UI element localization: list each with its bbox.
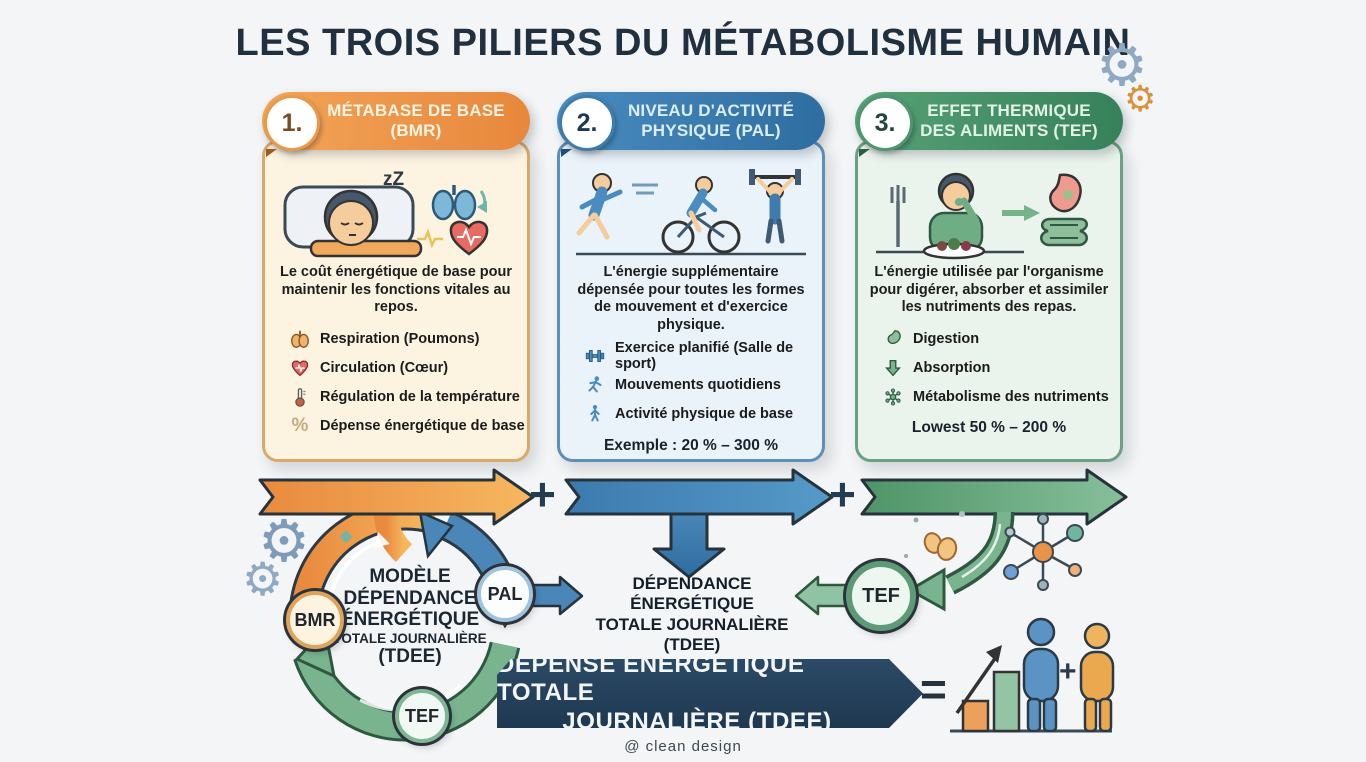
cycle-label-line: DÉPENDANCE [343, 587, 477, 609]
list-item: Respiration (Poumons) [289, 324, 527, 353]
tef-card-header: 3. EFFET THERMIQUE DES ALIMENTS (TEF) [855, 92, 1123, 157]
pal-arrow [564, 468, 834, 526]
list-item-label: Activité physique de base [615, 406, 794, 423]
list-item-label: Absorption [913, 359, 991, 376]
pillar-number: 1. [281, 108, 303, 137]
pal-to-tdee-arrow [530, 575, 584, 616]
arrow-down-icon [882, 357, 904, 379]
cycle-model-label: MODÈLE DÉPENDANCE ÉNERGÉTIQUE TOTALE JOU… [322, 566, 498, 668]
gear-icon: ⚙ [1124, 79, 1157, 120]
pal-node: PAL [477, 566, 533, 622]
tef-title: EFFET THERMIQUE DES ALIMENTS (TEF) [920, 100, 1098, 140]
heart-icon [289, 357, 311, 379]
pillar-number: 3. [874, 108, 896, 137]
gear-icon: ⚙ [258, 507, 310, 575]
list-item-label: Digestion [913, 330, 980, 347]
cycle-label-line: (TDEE) [378, 646, 442, 668]
tdee-label-line: TOTALE JOURNALIÈRE [595, 614, 789, 634]
gear-icon: ⚙ [242, 552, 284, 606]
pillar-number-badge: 1. [264, 95, 320, 151]
zzz-text: zZ [383, 169, 405, 190]
list-item-label: Régulation de la température [320, 388, 520, 405]
pillar-number-badge: 2. [559, 95, 615, 151]
pal-down-arrow [652, 512, 726, 579]
tef-to-tdee-arrow [794, 575, 848, 616]
bmr-description: Le coût énergétique de base pour mainten… [279, 264, 513, 316]
banner-line: DÉPENSE ÉNERGÉTIQUE TOTALE [497, 651, 805, 707]
tef-arrow [860, 468, 1128, 526]
tef-branch-arrow [906, 511, 1015, 612]
plus-sign: + [1059, 655, 1077, 688]
dumbbell-icon [584, 345, 606, 367]
tef-range: Lowest 50 % – 200 % [911, 419, 1067, 437]
eating-digestion-illustration [876, 172, 1088, 260]
pillar-card-bmr: zZ Le coût énergétique de base pour main… [262, 92, 530, 464]
tef-node-right: TEF [846, 561, 916, 631]
page-title: LES TROIS PILIERS DU MÉTABOLISME HUMAIN [235, 22, 1131, 64]
bmr-arrow [258, 468, 535, 526]
pal-card-header: 2. NIVEAU D'ACTIVITÉ PHYSIQUE (PAL) [557, 92, 825, 157]
tdee-label: DÉPENDANCE ÉNERGÉTIQUE TOTALE JOURNALIÈR… [577, 574, 807, 656]
lungs-icon [289, 328, 311, 350]
pal-card-body: L'énergie supplémentaire dépensée pour t… [557, 140, 825, 462]
pillar-card-pal: L'énergie supplémentaire dépensée pour t… [557, 92, 825, 464]
walker-icon [584, 403, 606, 425]
list-item-label: Dépense énergétique de base [320, 417, 525, 434]
plus-sign: + [829, 468, 856, 520]
pillar-number: 2. [576, 108, 598, 137]
pal-title: NIVEAU D'ACTIVITÉ PHYSIQUE (PAL) [627, 100, 795, 140]
tdee-label-line: (TDEE) [663, 635, 721, 655]
bmr-node: BMR [286, 591, 344, 649]
list-item: Métabolisme des nutriments [882, 382, 1120, 411]
cycle-label-line: TOTALE JOURNALIÈRE [333, 630, 487, 646]
thermometer-icon [289, 386, 311, 408]
list-item: Circulation (Cœur) [289, 353, 527, 382]
runner-icon [584, 374, 606, 396]
equals-sign: = [920, 663, 947, 715]
list-item-label: Circulation (Cœur) [320, 359, 449, 376]
list-item-label: Mouvements quotidiens [615, 377, 781, 394]
list-item: Activité physique de base [584, 400, 822, 429]
tdee-banner: DÉPENSE ÉNERGÉTIQUE TOTALE JOURNALIÈRE (… [497, 659, 923, 728]
list-item: Régulation de la température [289, 382, 527, 411]
list-item: % Dépense énergétique de base [289, 411, 527, 440]
cycle-label-line: MODÈLE [369, 566, 451, 587]
pillar-card-tef: L'énergie utilisée par l'organisme pour … [855, 92, 1123, 464]
molecule-icon [882, 386, 904, 408]
tef-node: TEF [395, 689, 449, 743]
molecule-decoration [1003, 513, 1084, 591]
percent-icon: % [291, 414, 309, 436]
nut-decoration [339, 511, 965, 561]
pal-example-range: Exemple : 20 % – 300 % [603, 436, 779, 454]
list-item: Digestion [882, 324, 1120, 353]
pal-description: L'énergie supplémentaire dépensée pour t… [577, 264, 805, 334]
people-illustration [1022, 617, 1115, 733]
bmr-card-header: 1. MÉTABASE DE BASE (BMR) [262, 92, 530, 157]
list-item-label: Respiration (Poumons) [320, 330, 480, 347]
bmr-card-body: zZ Le coût énergétique de base pour main… [262, 140, 530, 462]
list-item: Absorption [882, 353, 1120, 382]
stomach-icon [882, 328, 904, 350]
list-item: Mouvements quotidiens [584, 371, 822, 400]
cycle-label-line: ÉNERGÉTIQUE [340, 609, 480, 631]
pillar-number-badge: 3. [857, 95, 913, 151]
tef-description: L'énergie utilisée par l'organisme pour … [869, 264, 1109, 316]
tdee-label-line: DÉPENDANCE ÉNERGÉTIQUE [630, 574, 754, 614]
plus-sign: + [529, 468, 556, 520]
sleeping-person-illustration: zZ [283, 169, 489, 258]
bmr-title: MÉTABASE DE BASE (BMR) [327, 100, 505, 140]
gear-icon: ⚙ [1096, 31, 1148, 99]
credit-text: @ clean design [624, 738, 742, 755]
exercise-illustration [576, 169, 806, 256]
list-item-label: Exercice planifié (Salle de sport) [615, 340, 794, 373]
list-item: Exercice planifié (Salle de sport) [584, 340, 822, 373]
list-item-label: Métabolisme des nutriments [913, 388, 1109, 405]
